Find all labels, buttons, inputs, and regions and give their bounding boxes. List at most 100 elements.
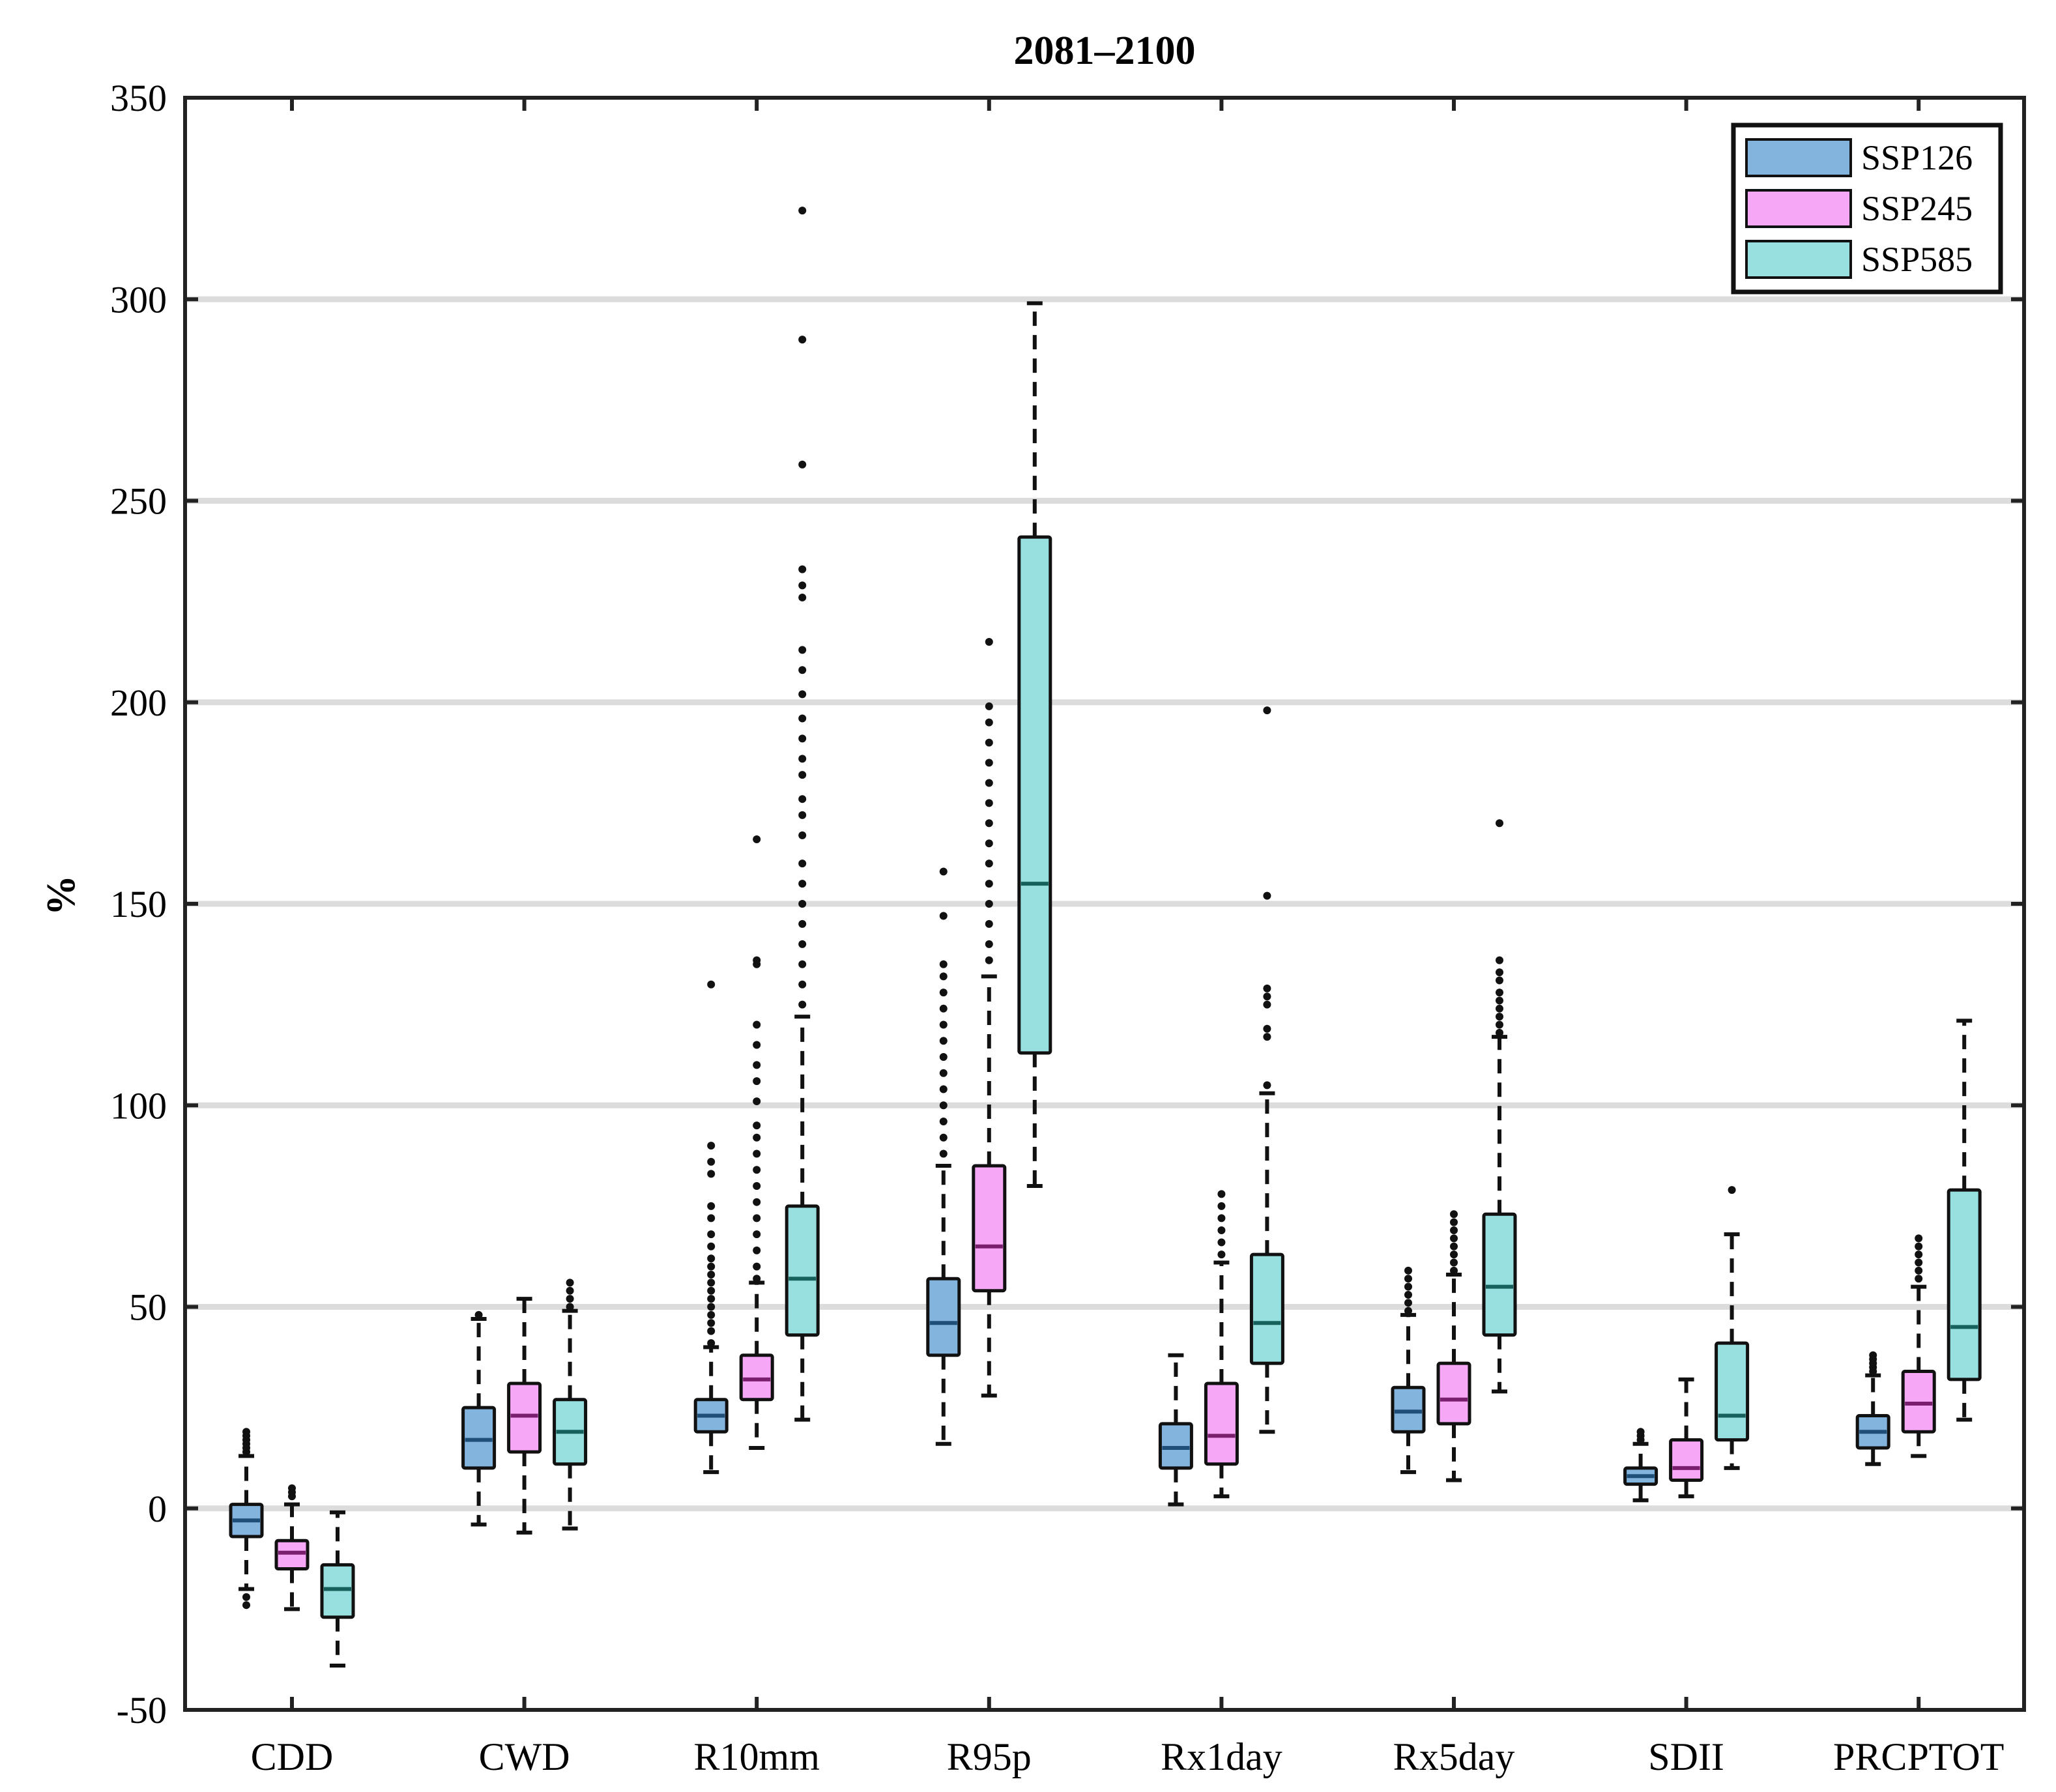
outlier-point xyxy=(1496,819,1503,828)
iqr-box xyxy=(1901,1369,1936,1434)
outlier-point xyxy=(753,1121,761,1130)
outlier-point xyxy=(985,900,993,908)
outlier-point xyxy=(798,734,807,743)
outlier-point xyxy=(753,1020,761,1029)
outlier-point xyxy=(985,860,993,868)
legend-label: SSP126 xyxy=(1861,138,1973,177)
iqr-box xyxy=(1391,1385,1426,1434)
outlier-point xyxy=(985,779,993,787)
outlier-point xyxy=(798,795,807,803)
outlier-point xyxy=(707,1157,716,1166)
outlier-point xyxy=(798,666,807,674)
outlier-point xyxy=(939,989,948,997)
outlier-point xyxy=(798,880,807,888)
outlier-point xyxy=(939,1117,948,1125)
outlier-point xyxy=(798,581,807,590)
outlier-point xyxy=(753,956,761,964)
outlier-point xyxy=(1496,1028,1503,1037)
y-tick-label: 250 xyxy=(110,480,167,523)
outlier-point xyxy=(798,207,807,215)
iqr-box xyxy=(274,1539,310,1571)
outlier-point xyxy=(939,972,948,981)
outlier-point xyxy=(798,593,807,601)
outlier-point xyxy=(1915,1242,1923,1250)
outlier-point xyxy=(798,960,807,968)
outlier-point xyxy=(566,1279,574,1287)
outlier-point xyxy=(566,1286,574,1295)
outlier-point xyxy=(939,1053,948,1062)
outlier-point xyxy=(1263,706,1271,715)
box-ssp126-rx1day xyxy=(1158,1353,1193,1507)
box-ssp585-r95p xyxy=(1017,301,1052,1188)
iqr-box xyxy=(1947,1188,1982,1381)
iqr-box xyxy=(1249,1252,1284,1365)
outlier-point xyxy=(939,1020,948,1029)
outlier-point xyxy=(753,1262,761,1271)
outlier-point xyxy=(939,1101,948,1110)
iqr-box xyxy=(1158,1422,1193,1470)
outlier-point xyxy=(985,880,993,888)
outlier-point xyxy=(566,1295,574,1303)
outlier-point xyxy=(1496,989,1503,997)
box-ssp585-rx1day xyxy=(1249,706,1284,1434)
iqr-box xyxy=(739,1353,774,1402)
outlier-point xyxy=(985,819,993,828)
box-ssp585-sdii xyxy=(1715,1186,1750,1470)
outlier-point xyxy=(1496,1013,1503,1021)
outlier-point xyxy=(798,646,807,654)
iqr-box xyxy=(1715,1341,1750,1442)
x-category-label: CDD xyxy=(251,1735,334,1778)
outlier-point xyxy=(1263,891,1271,900)
outlier-point xyxy=(1217,1250,1226,1259)
outlier-point xyxy=(753,1061,761,1069)
outlier-point xyxy=(753,1166,761,1174)
outlier-point xyxy=(1263,1033,1271,1041)
outlier-point xyxy=(1217,1214,1226,1222)
outlier-point xyxy=(798,980,807,989)
outlier-point xyxy=(707,1254,716,1263)
outlier-point xyxy=(1404,1266,1412,1275)
outlier-point xyxy=(707,1303,716,1311)
outlier-point xyxy=(1496,976,1503,985)
box-ssp585-prcptot xyxy=(1947,1019,1982,1422)
outlier-point xyxy=(1496,968,1503,977)
outlier-point xyxy=(753,1133,761,1142)
outlier-point xyxy=(753,1275,761,1283)
chart-title: 2081–2100 xyxy=(1014,29,1196,73)
outlier-point xyxy=(939,1037,948,1045)
outlier-point xyxy=(798,714,807,723)
y-tick-label: 100 xyxy=(110,1084,167,1127)
outlier-point xyxy=(753,1198,761,1206)
outlier-point xyxy=(939,1004,948,1013)
outlier-point xyxy=(939,960,948,968)
outlier-point xyxy=(707,1170,716,1178)
iqr-box xyxy=(926,1277,961,1357)
iqr-box xyxy=(320,1563,355,1619)
outlier-point xyxy=(798,565,807,573)
outlier-point xyxy=(753,835,761,844)
outlier-point xyxy=(798,900,807,908)
outlier-point xyxy=(1404,1275,1412,1283)
outlier-point xyxy=(242,1593,250,1601)
y-tick-label: 350 xyxy=(110,77,167,119)
x-category-label: PRCPTOT xyxy=(1833,1735,2004,1778)
outlier-point xyxy=(798,831,807,839)
outlier-point xyxy=(985,799,993,807)
outlier-point xyxy=(474,1310,483,1319)
outlier-point xyxy=(288,1484,296,1492)
outlier-point xyxy=(1450,1266,1458,1275)
box-ssp585-cdd xyxy=(320,1510,355,1668)
outlier-point xyxy=(753,1077,761,1086)
outlier-point xyxy=(1450,1242,1458,1250)
outlier-point xyxy=(1450,1218,1458,1226)
outlier-point xyxy=(985,637,993,646)
outlier-point xyxy=(1915,1275,1923,1283)
outlier-point xyxy=(1450,1210,1458,1219)
outlier-point xyxy=(1404,1290,1412,1299)
outlier-point xyxy=(707,1214,716,1222)
outlier-point xyxy=(242,1428,250,1436)
legend: SSP126 SSP245 SSP585 xyxy=(1731,123,2003,295)
legend-label: SSP585 xyxy=(1861,240,1973,279)
legend-item-ssp585: SSP585 xyxy=(1745,240,1973,279)
